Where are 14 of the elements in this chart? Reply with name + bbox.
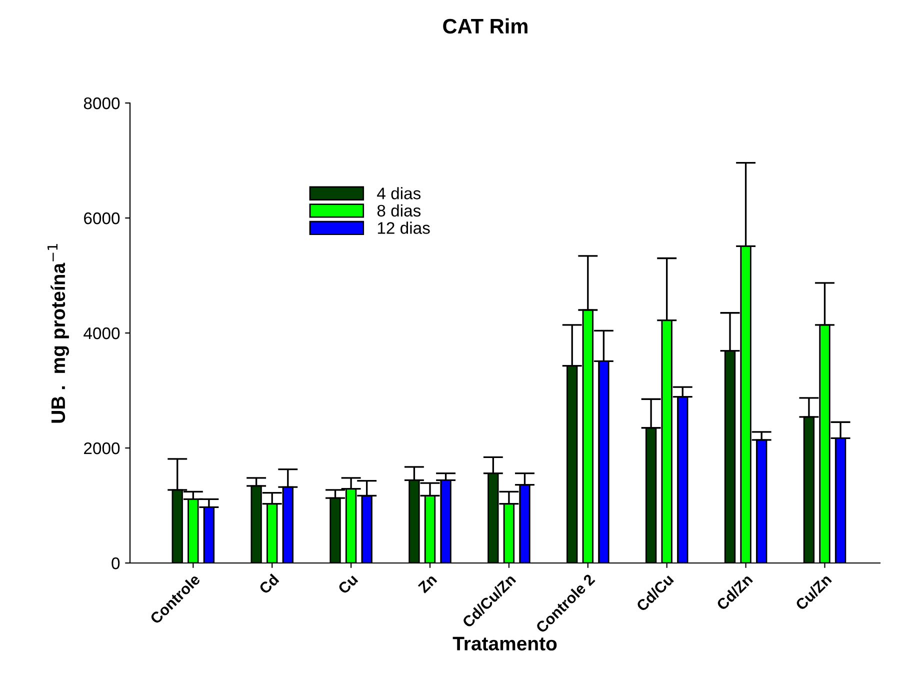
x-axis-title: Tratamento [452, 636, 557, 650]
x-tick-label: Cu [337, 574, 358, 595]
legend-label: 4 dias [377, 187, 421, 200]
y-axis-title: UB . mg proteína$^{−1}$ [48, 244, 70, 423]
chart-title: CAT Rim [443, 18, 528, 34]
legend-label: 8 dias [377, 204, 421, 217]
y-tick-label: 8000 [84, 97, 120, 110]
x-tick-label: Zn [418, 574, 438, 594]
y-tick-label: 0 [112, 557, 120, 570]
y-tick-label: 4000 [84, 327, 120, 340]
y-tick-label: 6000 [84, 212, 120, 224]
y-tick-label: 2000 [84, 442, 120, 454]
x-tick-label: Cd [258, 573, 280, 595]
legend-label: 12 dias [378, 222, 430, 234]
